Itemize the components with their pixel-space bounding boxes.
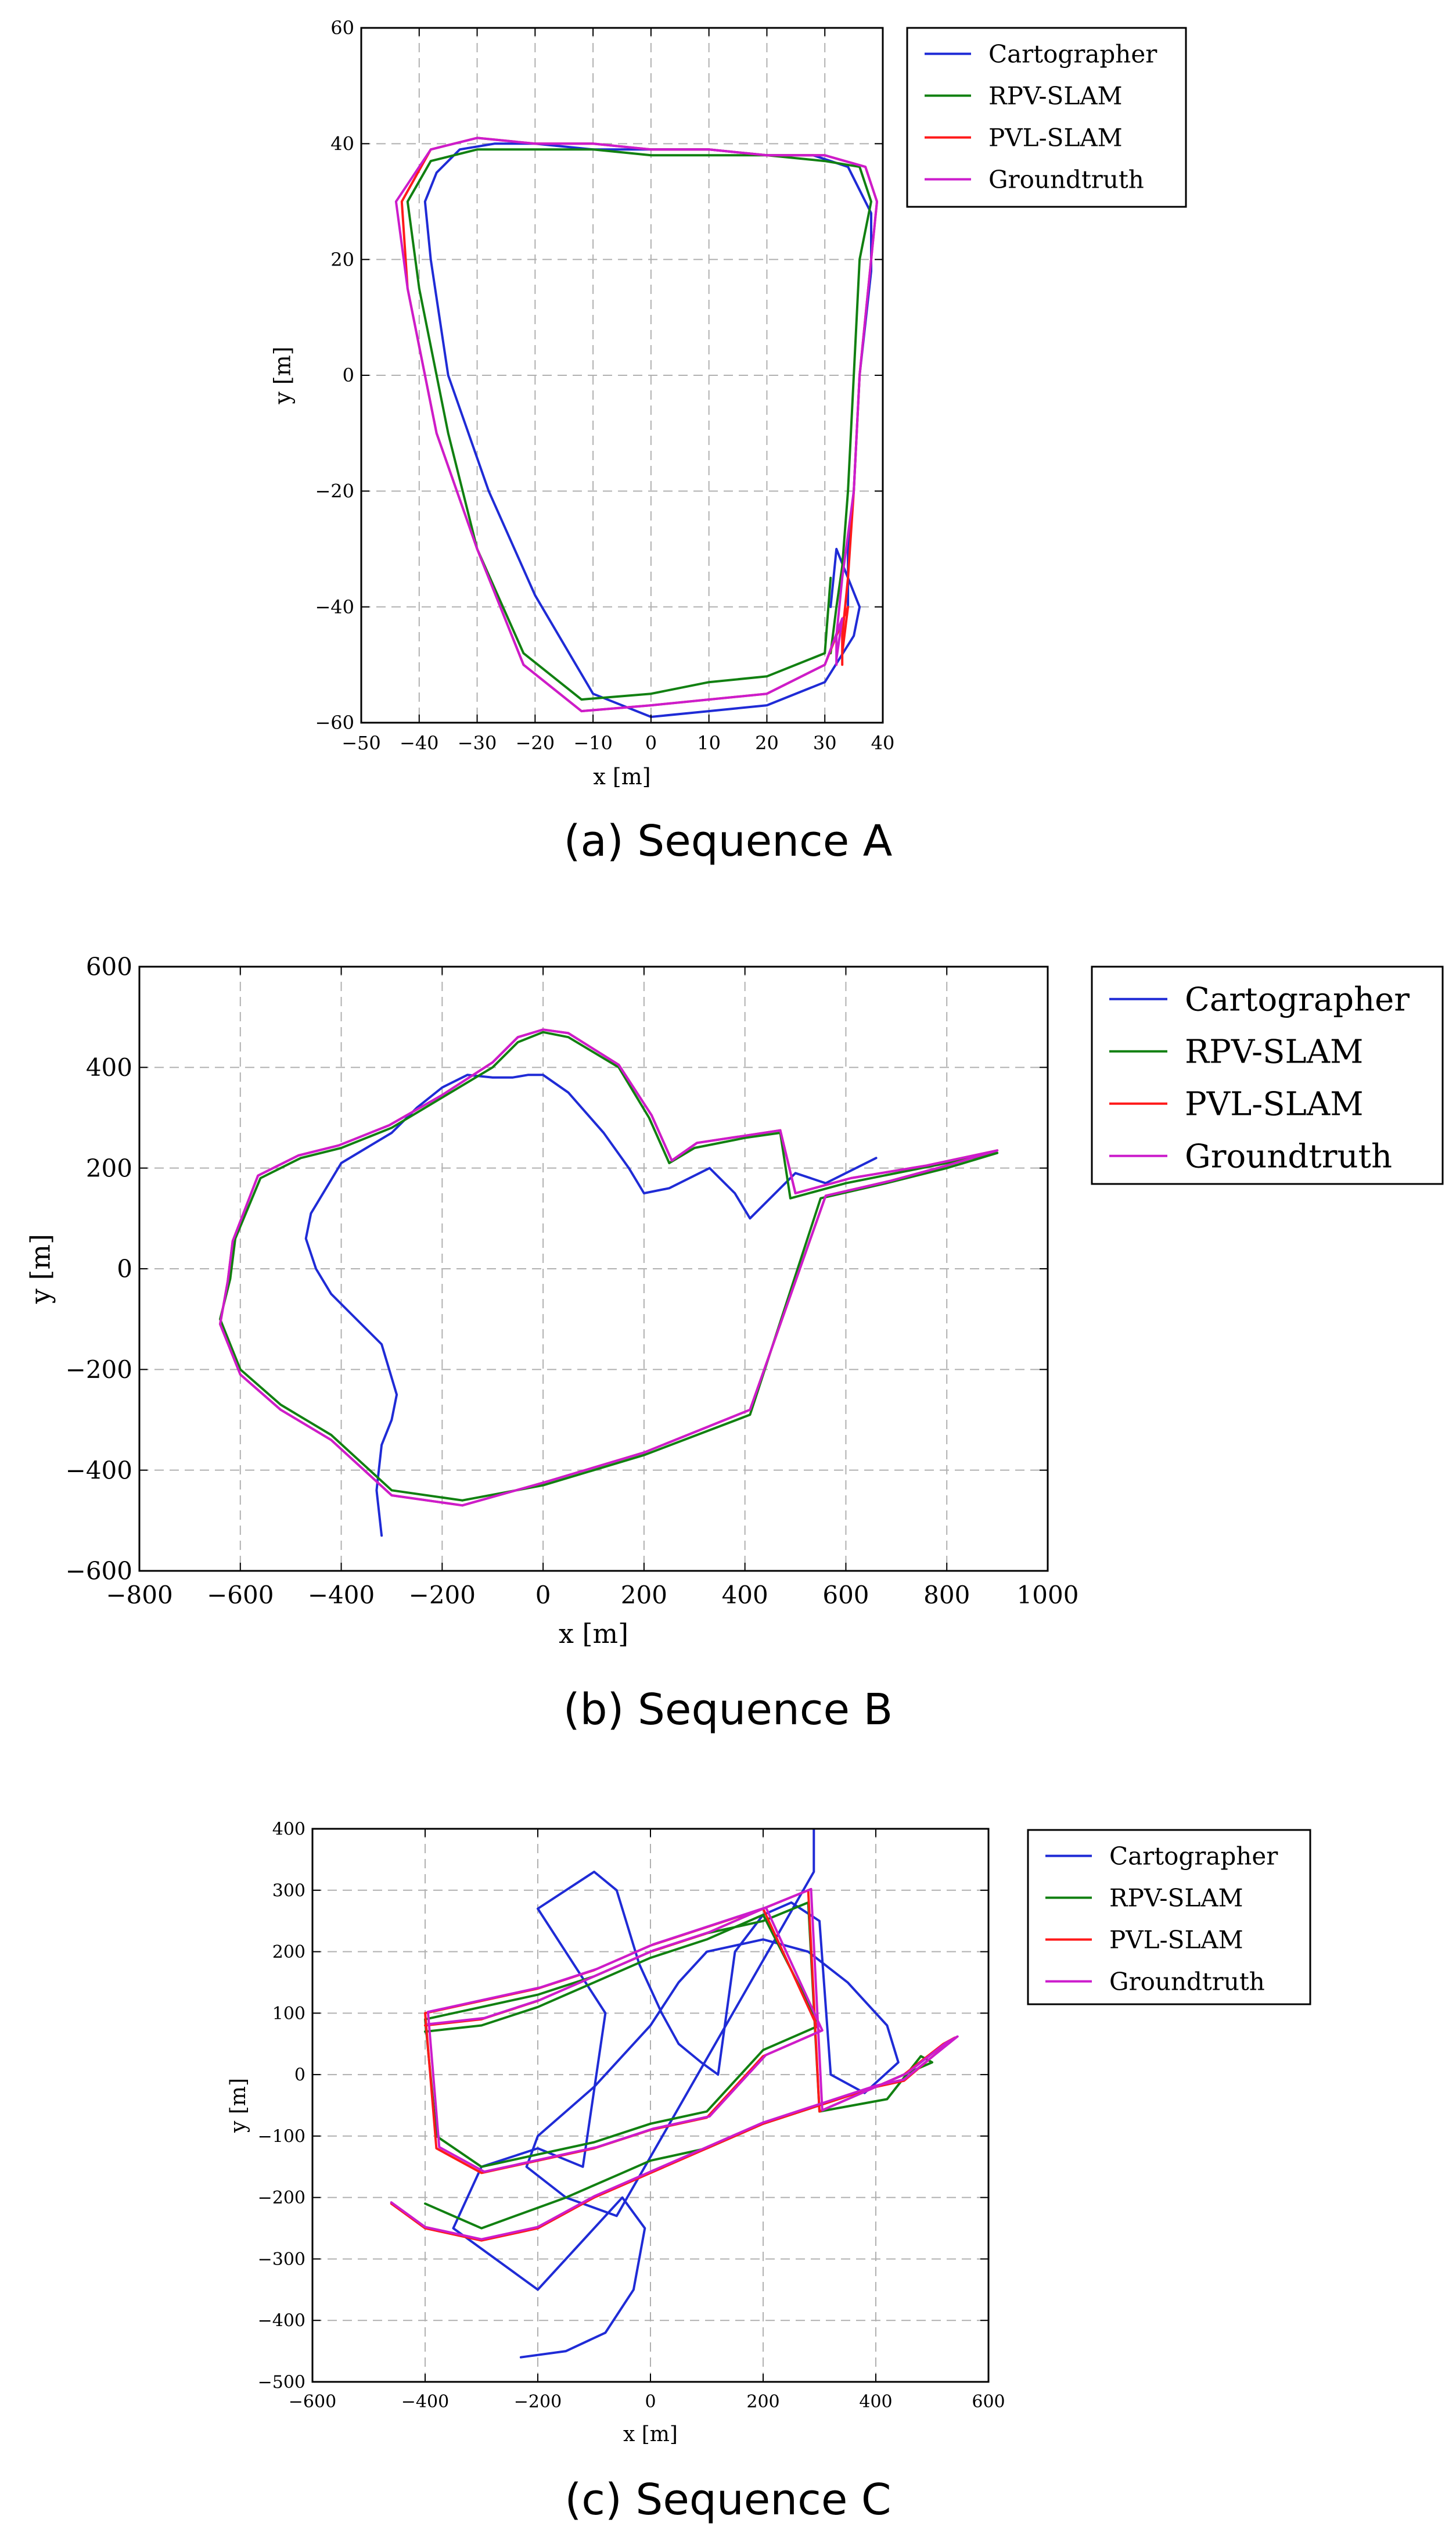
legend-entry: PVL-SLAM	[1185, 1085, 1364, 1123]
caption-sequence-b: (b) Sequence B	[563, 1685, 893, 1735]
y-tick-label: −40	[315, 596, 354, 618]
y-tick-label: −300	[258, 2249, 305, 2270]
series-line-groundtruth	[219, 1028, 999, 1507]
y-axis-label: y [m]	[227, 2078, 250, 2133]
y-tick-label: 100	[272, 2004, 305, 2024]
y-tick-label: 200	[86, 1154, 132, 1182]
y-tick-label: 60	[330, 17, 354, 39]
y-tick-label: −600	[66, 1557, 132, 1585]
y-tick-label: −400	[66, 1456, 132, 1484]
x-tick-label: −600	[207, 1581, 274, 1609]
legend-entry: RPV-SLAM	[1185, 1033, 1363, 1071]
x-tick-label: −400	[308, 1581, 375, 1609]
series-line-rpv-slam	[219, 1031, 999, 1502]
y-axis-label: y [m]	[270, 346, 296, 404]
legend-entry: Cartographer	[988, 40, 1157, 68]
caption-sequence-a: (a) Sequence A	[563, 816, 893, 866]
x-tick-label: −10	[573, 732, 613, 754]
x-tick-label: −30	[458, 732, 497, 754]
y-tick-label: 0	[294, 2065, 305, 2086]
y-tick-label: 600	[86, 953, 132, 981]
y-tick-label: 0	[117, 1255, 132, 1283]
x-tick-label: −400	[401, 2392, 449, 2412]
x-tick-label: 40	[871, 732, 895, 754]
legend-entry: PVL-SLAM	[988, 123, 1123, 152]
series-line-pvl-slam	[400, 137, 878, 713]
x-tick-label: 10	[697, 732, 721, 754]
x-tick-label: 0	[645, 732, 657, 754]
y-tick-label: −20	[315, 480, 354, 503]
x-tick-label: −50	[341, 732, 381, 754]
series-line-groundtruth	[390, 1887, 959, 2241]
chart-sequence-a: −50 −40 −30 −20 −10 0 10 20 30 40 −60 −40 −20 0 20 40 60…	[270, 17, 1187, 789]
y-tick-label: 40	[330, 133, 354, 155]
legend-box	[906, 27, 1187, 208]
y-tick-label: −200	[66, 1355, 132, 1384]
x-tick-label: 200	[746, 2392, 779, 2412]
caption-sequence-c: (c) Sequence C	[565, 2475, 891, 2525]
y-tick-label: 400	[272, 1820, 305, 1840]
chart-sequence-b: −800 −600 −400 −200 0 200 400 600 800 1000−600−40…	[25, 953, 1444, 1649]
chart-sequence-c: −600 −400 −200 0 200 400 600 −500 −400 −300 −200 −1…	[227, 1820, 1311, 2446]
x-axis-label: x [m]	[559, 1618, 628, 1649]
legend-entry: Groundtruth	[1185, 1137, 1392, 1175]
series-line-groundtruth	[394, 137, 878, 713]
y-tick-label: 0	[343, 364, 354, 386]
x-tick-label: −200	[514, 2392, 562, 2412]
x-tick-label: 30	[813, 732, 837, 754]
x-tick-label: −600	[289, 2392, 336, 2412]
series-line-cartographer	[452, 1829, 900, 2359]
x-tick-label: 800	[923, 1581, 970, 1609]
x-tick-label: 200	[621, 1581, 667, 1609]
legend-box	[1027, 1829, 1311, 2005]
x-tick-label: 20	[755, 732, 779, 754]
x-axis-label: x [m]	[593, 764, 650, 789]
legend-entry: Cartographer	[1109, 1842, 1278, 1870]
x-axis-label: x [m]	[623, 2423, 678, 2446]
series-line-cartographer	[304, 1074, 878, 1537]
x-tick-label: 600	[822, 1581, 869, 1609]
y-tick-label: 20	[330, 249, 354, 271]
series-line-rpv-slam	[406, 148, 872, 701]
legend-entry: Groundtruth	[988, 165, 1144, 193]
x-tick-label: 1000	[1017, 1581, 1079, 1609]
y-tick-label: −200	[258, 2188, 305, 2208]
x-tick-label: 400	[722, 1581, 768, 1609]
series-line-cartographer	[423, 142, 872, 718]
x-tick-label: −200	[409, 1581, 476, 1609]
y-axis-label: y [m]	[25, 1234, 56, 1304]
series-line-pvl-slam	[219, 1028, 999, 1507]
legend-entry: Cartographer	[1185, 981, 1410, 1018]
x-tick-label: 600	[972, 2392, 1005, 2412]
legend-entry: Groundtruth	[1109, 1967, 1265, 1996]
x-tick-label: −20	[516, 732, 555, 754]
legend-entry: RPV-SLAM	[1109, 1883, 1243, 1912]
y-tick-label: −100	[258, 2126, 305, 2147]
x-tick-label: 400	[859, 2392, 892, 2412]
y-tick-label: −400	[258, 2311, 305, 2331]
legend-entry: PVL-SLAM	[1109, 1925, 1243, 1954]
y-tick-label: 300	[272, 1881, 305, 1901]
legend-entry: RPV-SLAM	[988, 81, 1123, 110]
y-tick-label: 200	[272, 1942, 305, 1962]
y-tick-label: −500	[258, 2373, 305, 2393]
y-tick-label: −60	[315, 712, 354, 734]
x-tick-label: −40	[400, 732, 439, 754]
x-tick-label: 0	[535, 1581, 551, 1609]
legend-box	[1091, 966, 1444, 1185]
x-tick-label: 0	[645, 2392, 656, 2412]
x-tick-label: −800	[106, 1581, 172, 1609]
y-tick-label: 400	[86, 1053, 132, 1082]
